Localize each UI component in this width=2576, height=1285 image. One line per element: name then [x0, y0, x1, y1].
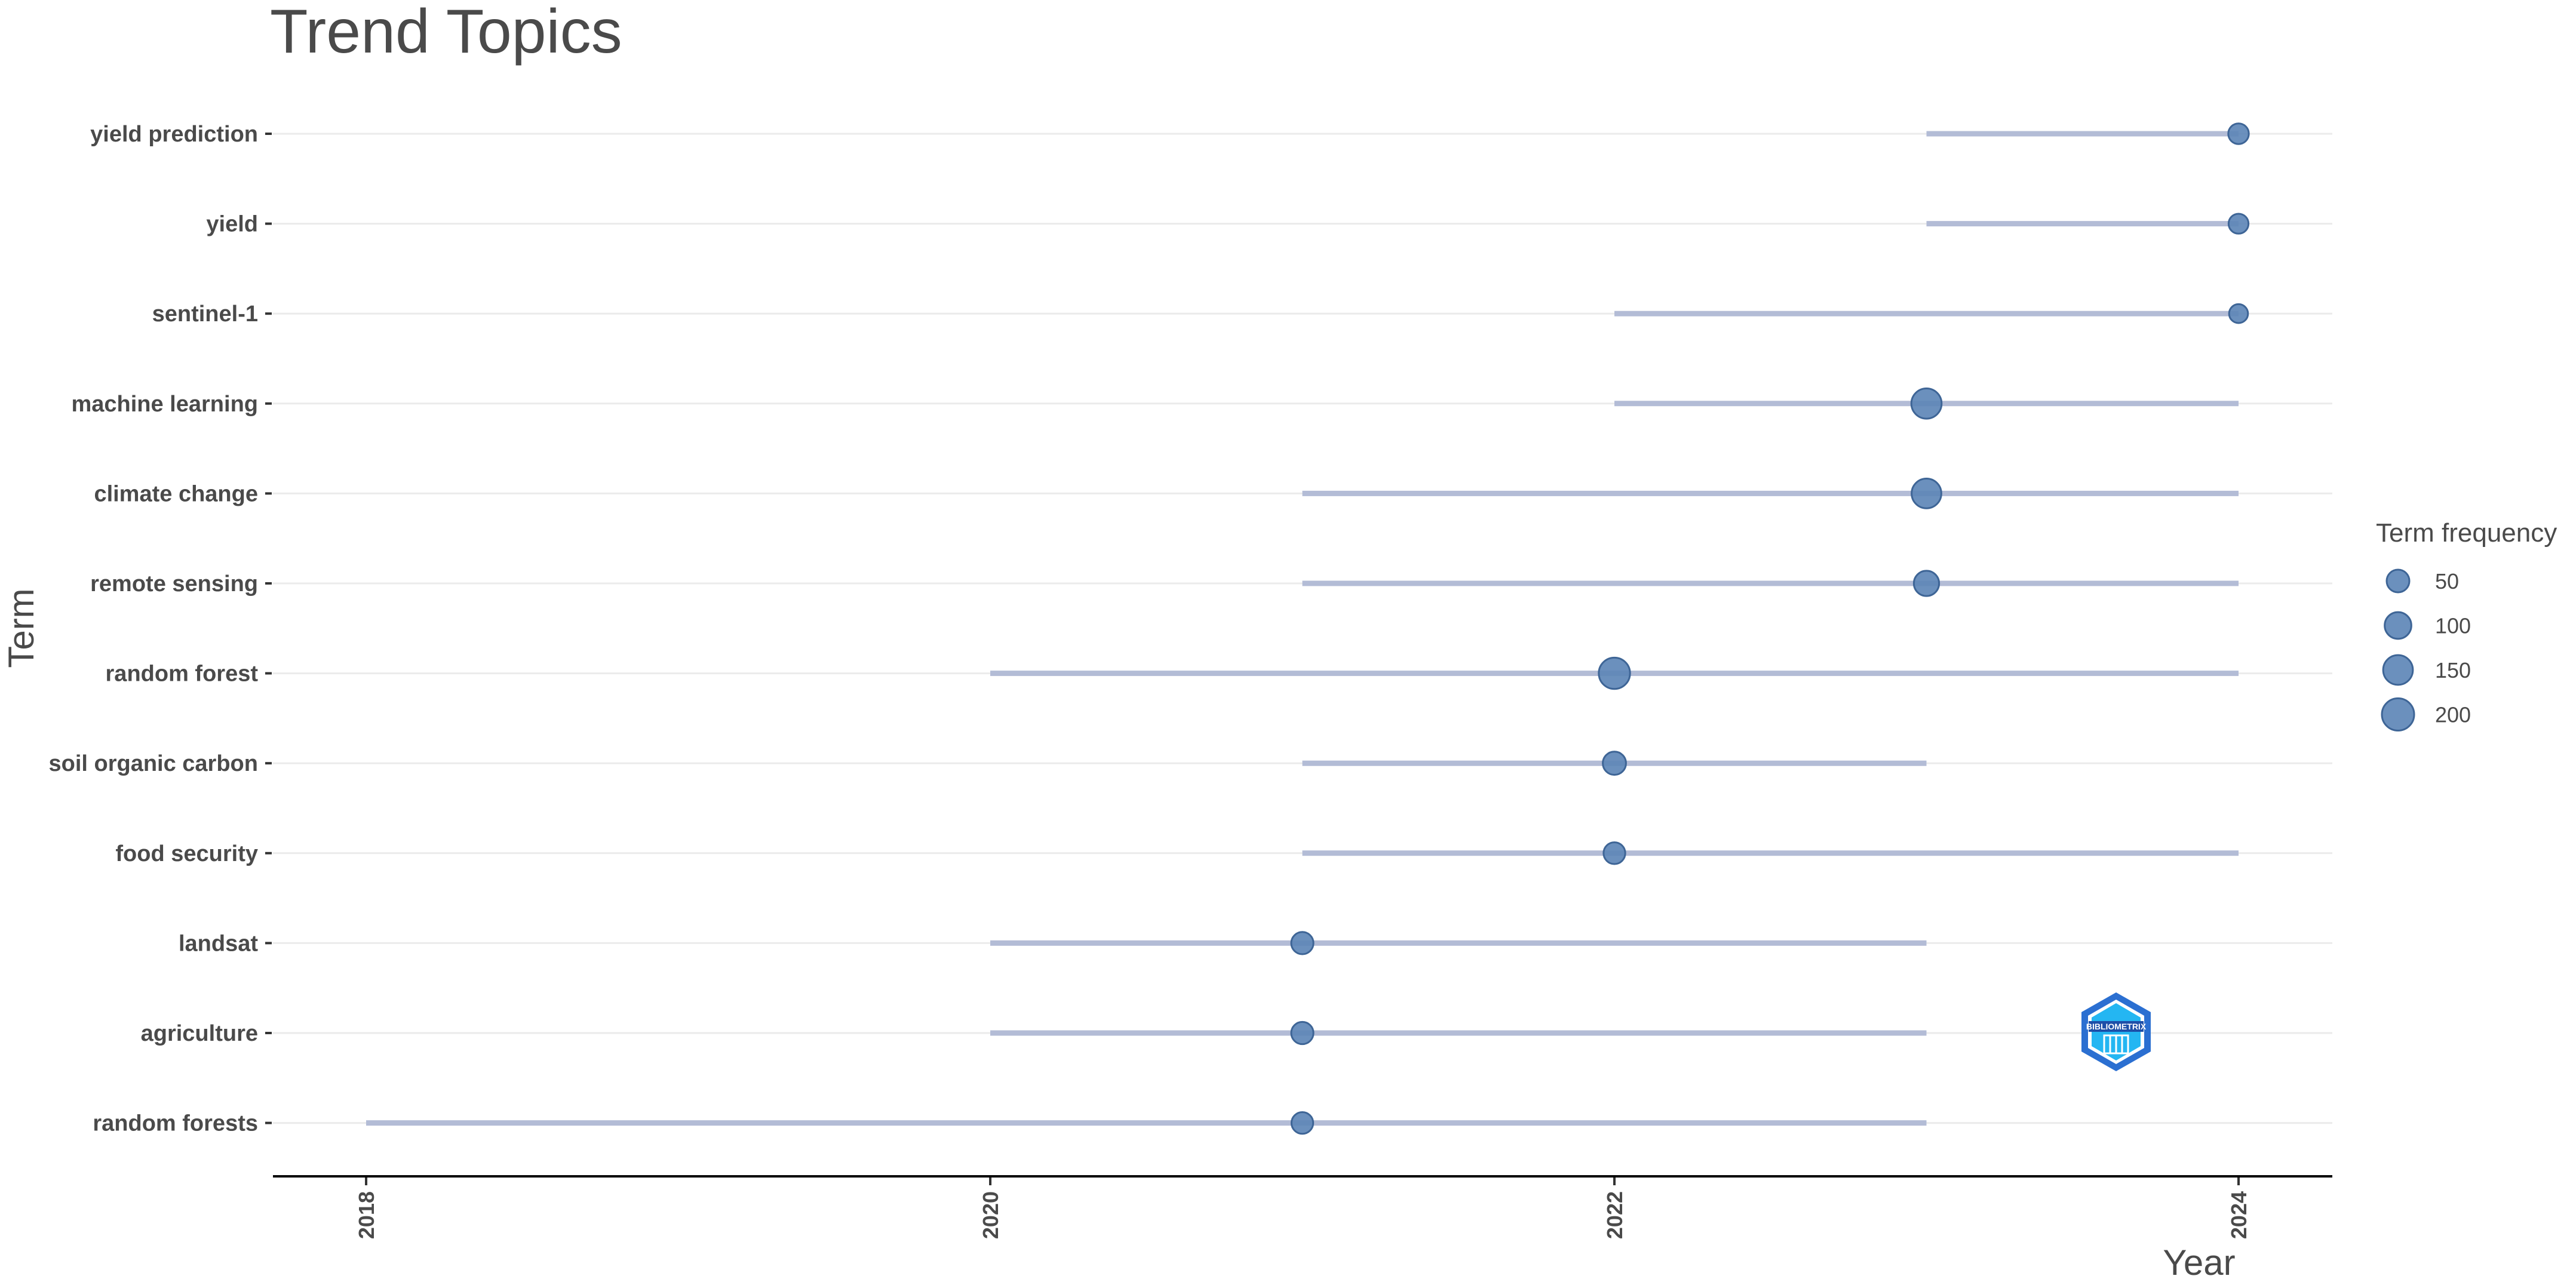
term-label: landsat [179, 931, 258, 956]
term-labels: yield prediction yield sentinel-1 machine l… [48, 122, 272, 1136]
x-tick-label: 2024 [2227, 1191, 2251, 1239]
term-point [1290, 1020, 1315, 1046]
logo-banner [2089, 1021, 2144, 1032]
term-label: sentinel-1 [152, 302, 258, 327]
term-point [1290, 1111, 1315, 1135]
legend-size-marker [2382, 654, 2414, 686]
term-point [1912, 570, 1941, 597]
legend-size-marker [2385, 568, 2411, 594]
term-point [1911, 478, 1942, 509]
bibliometrix-logo-icon: BIBLIOMETRIX [2081, 992, 2151, 1071]
term-point [1290, 931, 1315, 955]
term-point [2227, 122, 2250, 145]
chart-title: Trend Topics [270, 0, 622, 66]
term-label: climate change [94, 481, 258, 506]
term-label: remote sensing [90, 571, 258, 597]
term-label: random forests [93, 1111, 258, 1136]
legend-title: Term frequency [2376, 518, 2557, 548]
legend-size-label: 200 [2435, 703, 2471, 727]
x-tick-label: 2020 [978, 1191, 1003, 1239]
term-point [1910, 387, 1943, 420]
term-label: yield [206, 212, 258, 237]
term-point [2228, 303, 2249, 324]
term-point [2227, 213, 2250, 235]
legend-size-label: 100 [2435, 614, 2471, 638]
term-point [1598, 656, 1631, 690]
legend-size-marker [2384, 611, 2412, 640]
grid-lines [273, 133, 2332, 1124]
legend-size-label: 150 [2435, 658, 2471, 683]
term-label: soil organic carbon [48, 751, 258, 776]
term-label: machine learning [71, 392, 258, 417]
x-axis-ticks: 2018 2020 2022 2024 [354, 1178, 2251, 1239]
term-label: random forest [106, 662, 259, 687]
term-label: agriculture [141, 1021, 258, 1046]
x-tick-label: 2022 [1602, 1191, 1627, 1239]
legend-size-marker [2381, 697, 2415, 731]
term-point [1602, 751, 1627, 776]
legend: Term frequency 50 100 150 200 [2376, 518, 2557, 731]
term-points [1290, 122, 2250, 1135]
term-label: yield prediction [90, 122, 258, 147]
legend-items: 50 100 150 200 [2381, 568, 2471, 731]
term-segments [366, 131, 2239, 1126]
x-tick-label: 2018 [354, 1191, 379, 1239]
legend-size-label: 50 [2435, 569, 2459, 594]
logo-text: BIBLIOMETRIX [2086, 1022, 2147, 1031]
term-point [1602, 841, 1626, 865]
term-label: food security [115, 841, 258, 866]
x-axis-title: Year [2163, 1243, 2235, 1283]
y-axis-title: Term [1, 588, 41, 668]
